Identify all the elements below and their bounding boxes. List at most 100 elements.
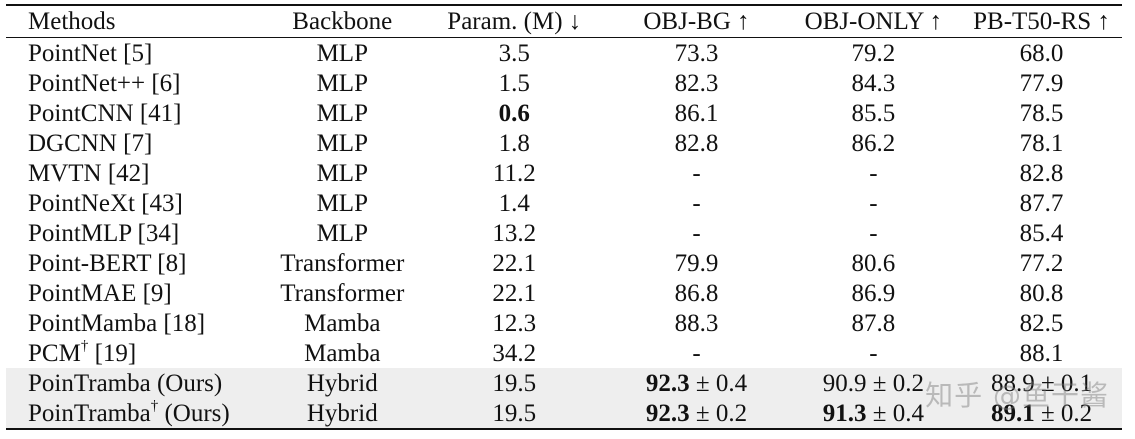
backbone-cell: Hybrid: [263, 398, 422, 429]
obj-bg-cell: -: [692, 159, 701, 187]
obj-only-value-best: 91.3: [822, 399, 867, 427]
pb-cell: 89.1 ± 0.2: [961, 398, 1122, 429]
obj-bg-cell: 92.3 ± 0.4: [607, 368, 786, 398]
param-cell: 11.2: [492, 159, 536, 187]
backbone-cell: MLP: [316, 69, 368, 97]
header-row: Methods Backbone Param. (M) ↓ OBJ-BG ↑ O…: [6, 5, 1122, 38]
method-cell: Point-BERT [8]: [28, 249, 187, 277]
param-cell: 19.5: [421, 368, 608, 398]
pb-cell: 68.0: [1019, 39, 1064, 67]
table-row: PointMamba [18] Mamba 12.3 88.3 87.8 82.…: [6, 308, 1122, 338]
obj-bg-cell: 88.3: [674, 309, 719, 337]
obj-bg-cell: 92.3 ± 0.2: [607, 398, 786, 429]
obj-bg-value-best: 92.3: [645, 399, 690, 427]
param-cell: 22.1: [492, 249, 537, 277]
obj-bg-cell: 73.3: [674, 39, 719, 67]
obj-only-cell: 84.3: [851, 69, 896, 97]
obj-bg-cell: -: [692, 339, 701, 367]
header-backbone: Backbone: [292, 8, 393, 35]
obj-only-cell: 86.2: [851, 129, 896, 157]
obj-bg-value-best: 92.3: [645, 369, 690, 397]
table-header: Methods Backbone Param. (M) ↓ OBJ-BG ↑ O…: [6, 5, 1122, 38]
backbone-cell: MLP: [316, 219, 368, 247]
dagger-mark: †: [80, 337, 89, 354]
table-row: MVTN [42] MLP 11.2 - - 82.8: [6, 158, 1122, 188]
table-row: PCM† [19] Mamba 34.2 - - 88.1: [6, 338, 1122, 368]
table-row: DGCNN [7] MLP 1.8 82.8 86.2 78.1: [6, 128, 1122, 158]
param-cell-best: 0.6: [498, 99, 530, 127]
param-cell: 13.2: [492, 219, 537, 247]
method-cell: PointMLP [34]: [28, 219, 180, 247]
pb-value: 88.9: [990, 369, 1035, 397]
header-obj-only: OBJ-ONLY ↑: [804, 8, 943, 35]
table-row: PointMAE [9] Transformer 22.1 86.8 86.9 …: [6, 278, 1122, 308]
backbone-cell: Mamba: [304, 339, 381, 367]
table-row: PointNeXt [43] MLP 1.4 - - 87.7: [6, 188, 1122, 218]
param-cell: 1.4: [498, 189, 530, 217]
obj-bg-cell: 82.8: [674, 129, 719, 157]
obj-only-cell: -: [869, 219, 878, 247]
backbone-cell: MLP: [316, 99, 368, 127]
backbone-cell: Hybrid: [263, 368, 422, 398]
param-cell: 22.1: [492, 279, 537, 307]
obj-only-std: ± 0.4: [866, 399, 924, 427]
method-cell: PointMAE [9]: [28, 279, 172, 307]
pb-cell: 78.5: [1019, 99, 1064, 127]
table-row-ours: PoinTramba† (Ours) Hybrid 19.5 92.3 ± 0.…: [6, 398, 1122, 429]
obj-bg-std: ± 0.4: [689, 369, 748, 397]
header-param: Param. (M) ↓: [447, 8, 582, 35]
method-ref: [19]: [88, 339, 137, 367]
pb-cell: 88.1: [1019, 339, 1064, 367]
results-table: Methods Backbone Param. (M) ↓ OBJ-BG ↑ O…: [6, 4, 1122, 430]
obj-bg-cell: -: [692, 219, 701, 247]
table-row: PointMLP [34] MLP 13.2 - - 85.4: [6, 218, 1122, 248]
dagger-mark: †: [150, 397, 159, 414]
obj-bg-cell: 86.1: [674, 99, 719, 127]
pb-cell: 80.8: [1019, 279, 1064, 307]
pb-cell: 77.2: [1019, 249, 1064, 277]
table-row: Point-BERT [8] Transformer 22.1 79.9 80.…: [6, 248, 1122, 278]
param-cell: 3.5: [498, 39, 530, 67]
obj-only-cell: 79.2: [851, 39, 896, 67]
obj-only-cell: -: [869, 189, 878, 217]
pb-cell: 82.5: [1019, 309, 1064, 337]
backbone-cell: Transformer: [280, 279, 405, 307]
table-row-ours: PoinTramba (Ours) Hybrid 19.5 92.3 ± 0.4…: [6, 368, 1122, 398]
method-cell: PointNeXt [43]: [28, 189, 183, 217]
obj-only-cell: 80.6: [851, 249, 896, 277]
table-row: PointCNN [41] MLP 0.6 86.1 85.5 78.5: [6, 98, 1122, 128]
pb-cell: 82.8: [1019, 159, 1064, 187]
method-name: PoinTramba: [28, 399, 151, 427]
obj-bg-cell: 86.8: [674, 279, 719, 307]
method-cell: PointNet [5]: [28, 39, 153, 67]
obj-only-cell: 87.8: [851, 309, 896, 337]
param-cell: 1.8: [498, 129, 530, 157]
pb-cell: 78.1: [1019, 129, 1064, 157]
pb-cell: 88.9 ± 0.1: [961, 368, 1122, 398]
param-cell: 34.2: [492, 339, 537, 367]
obj-bg-cell: 82.3: [674, 69, 719, 97]
method-cell: PointMamba [18]: [28, 309, 206, 337]
obj-only-value: 90.9: [822, 369, 867, 397]
backbone-cell: MLP: [316, 189, 368, 217]
pb-cell: 87.7: [1019, 189, 1064, 217]
table-row: PointNet++ [6] MLP 1.5 82.3 84.3 77.9: [6, 68, 1122, 98]
backbone-cell: MLP: [316, 39, 368, 67]
header-pb-t50-rs: PB-T50-RS ↑: [973, 8, 1110, 35]
backbone-cell: MLP: [316, 129, 368, 157]
method-cell: MVTN [42]: [28, 159, 150, 187]
obj-bg-cell: -: [692, 189, 701, 217]
method-cell: PointNet++ [6]: [28, 69, 181, 97]
method-cell: DGCNN [7]: [28, 129, 153, 157]
obj-only-cell: 86.9: [851, 279, 896, 307]
obj-bg-std: ± 0.2: [689, 399, 748, 427]
pb-cell: 85.4: [1019, 219, 1064, 247]
method-cell: PCM† [19]: [6, 338, 263, 368]
method-cell: PoinTramba† (Ours): [6, 397, 264, 429]
param-cell: 19.5: [421, 398, 608, 429]
backbone-cell: Transformer: [280, 249, 405, 277]
obj-only-cell: 85.5: [851, 99, 896, 127]
table-body: PointNet [5] MLP 3.5 73.3 79.2 68.0 Poin…: [6, 38, 1122, 429]
param-cell: 1.5: [498, 69, 530, 97]
